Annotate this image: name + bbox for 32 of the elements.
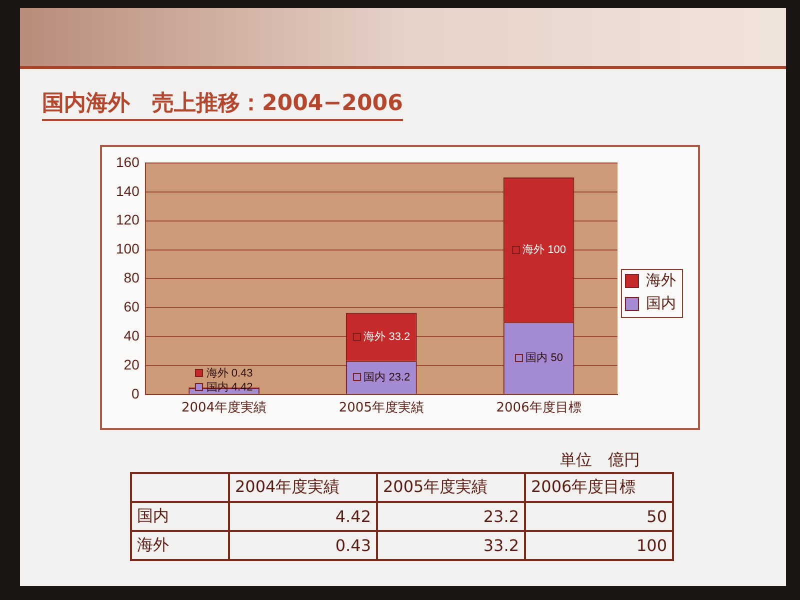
data-label: 海外 100: [522, 244, 566, 256]
y-tick-label: 120: [116, 212, 140, 228]
y-tick-label: 40: [124, 327, 140, 344]
data-label: 50: [525, 502, 673, 531]
y-tick-label: 80: [124, 270, 140, 286]
x-tick-label: 2004年度実績: [182, 400, 267, 416]
data-label: 100: [525, 531, 673, 560]
text: 国内: [131, 502, 229, 531]
chart-title: 国内海外 売上推移：2004−2006: [42, 88, 403, 121]
text: 単位 億円: [560, 450, 640, 471]
x-tick-label: 2005年度実績: [338, 400, 424, 416]
y-tick-label: 20: [124, 356, 140, 372]
category-label: 2006年度目標: [525, 473, 673, 502]
data-label: 海外 33.2: [364, 330, 410, 343]
legend-label: 海外: [646, 270, 676, 289]
legend-label: 国内: [646, 294, 676, 312]
data-label: 国内 50: [526, 351, 563, 364]
data-label: 33.2: [377, 531, 525, 560]
data-label: 0.43: [229, 531, 377, 560]
y-tick-label: 0: [132, 385, 140, 402]
y-tick-label: 100: [116, 240, 140, 257]
y-tick-label: 60: [124, 298, 140, 314]
data-label: 国内 23.2: [364, 370, 410, 384]
category-label: 2004年度実績: [229, 473, 377, 502]
data-label: 海外 0.43: [206, 367, 253, 380]
data-label: 4.42: [229, 502, 377, 531]
x-tick-label: 2006年度目標: [496, 400, 582, 416]
text: 海外: [131, 531, 229, 560]
y-tick-label: 160: [116, 154, 140, 170]
data-label: 23.2: [377, 502, 525, 531]
y-tick-label: 140: [116, 182, 140, 199]
category-label: 2005年度実績: [377, 473, 525, 502]
